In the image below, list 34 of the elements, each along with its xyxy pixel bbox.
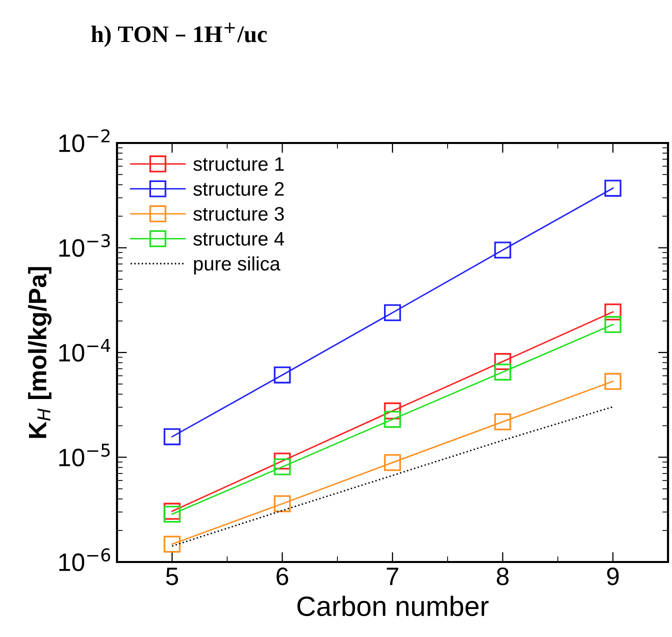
y-tick-label: 10$^{−4}$ [59,339,110,362]
y-axis-title: K$_{H}$ [mol/kg/Pa] [28,267,52,438]
y-tick-label: 10$^{−5}$ [59,444,110,466]
point [604,372,622,390]
point [384,454,401,472]
point [604,316,622,333]
point [274,458,291,476]
point [164,428,181,446]
legend-label: structure 2 [193,182,284,196]
point [164,506,181,523]
legend-label: pure silica [194,256,280,274]
legend-label: structure 4 [193,232,284,246]
x-tick-label: 7 [386,568,398,585]
point [494,242,512,259]
x-tick-label: 9 [607,568,619,586]
y-tick-label: 10$^{−2}$ [59,129,110,152]
y-tick-label: 10$^{−6}$ [59,548,110,572]
point [604,180,622,197]
x-tick-label: 6 [276,568,288,586]
point [604,303,622,320]
point [164,536,181,553]
legend-label: structure 1 [193,157,284,171]
chart-title: h) TON – 1H$^{+}$/uc [91,22,267,48]
x-tick-label: 8 [496,568,509,586]
point [384,304,401,322]
y-tick-label: 10$^{−3}$ [59,234,110,257]
point [274,366,291,384]
point [274,495,291,512]
point [384,410,401,428]
point [494,413,512,430]
legend-label: structure 3 [193,206,284,221]
point [494,364,512,381]
x-tick-label: 5 [166,568,178,586]
x-axis-title: Carbon number [297,596,489,616]
